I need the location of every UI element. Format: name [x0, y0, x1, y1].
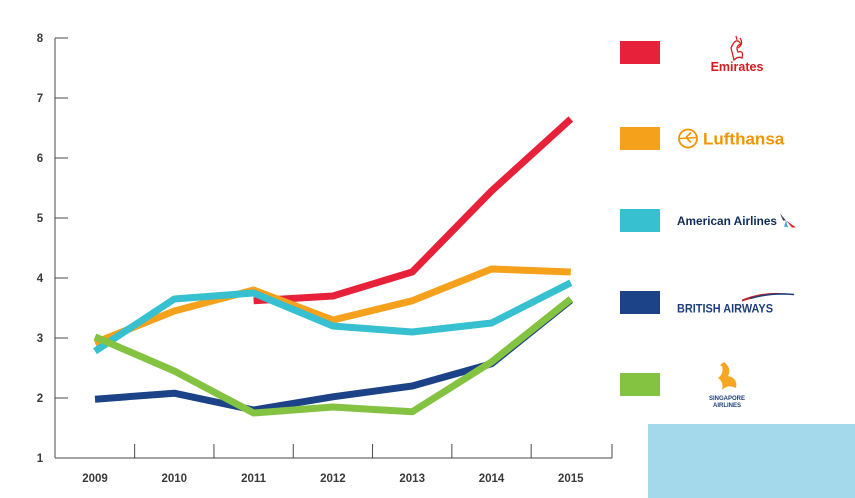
series-line-singapore-airlines — [93, 296, 573, 417]
x-tick-label: 2011 — [241, 473, 267, 485]
singapore-airlines-bird-icon — [718, 362, 737, 390]
x-tick-label: 2015 — [558, 473, 584, 485]
y-tick-label: 1 — [37, 453, 44, 465]
ba-speedmarque-blue-icon — [749, 293, 795, 300]
y-tick-label: 6 — [37, 153, 43, 165]
y-tick-label: 3 — [37, 333, 43, 345]
x-tick-label: 2013 — [399, 473, 425, 485]
lufthansa-ring-icon — [678, 128, 698, 149]
emirates-logo-icon — [730, 35, 744, 62]
lufthansa-crane-icon — [678, 128, 698, 149]
corner-decor-box — [648, 424, 855, 498]
series-line-american-airlines — [93, 279, 573, 355]
x-tick-label: 2012 — [320, 473, 346, 485]
x-tick-label: 2010 — [162, 473, 188, 485]
aa-symbol-red-icon — [786, 220, 796, 228]
legend-swatch-british-airways — [620, 291, 660, 314]
emirates-calligraphy-icon — [730, 40, 744, 62]
series-line-emirates — [253, 116, 574, 305]
legend-label-american-airlines: American Airlines — [677, 214, 777, 228]
legend-swatch-lufthansa — [620, 127, 660, 150]
emirates-calligraphy-detail-icon — [735, 35, 743, 49]
legend-label-singapore-airlines: SINGAPORE AIRLINES — [709, 396, 745, 409]
aa-symbol-part-icon — [780, 213, 786, 221]
legend-item-lufthansa: Lufthansa — [620, 127, 785, 150]
singapore-bird-shape-icon — [718, 362, 737, 390]
series-lines — [93, 116, 574, 417]
x-tick-label: 2009 — [82, 473, 108, 485]
legend-item-american-airlines: American Airlines — [620, 209, 796, 232]
american-airlines-flight-symbol-icon — [780, 213, 796, 228]
x-tick-label: 2014 — [479, 473, 505, 485]
legend-label-emirates: Emirates — [711, 60, 764, 74]
british-airways-speedmarque-icon — [742, 292, 795, 302]
aa-symbol-blue-icon — [784, 220, 788, 228]
legend-item-singapore-airlines: SINGAPORE AIRLINES — [620, 362, 745, 409]
y-tick-label: 7 — [37, 93, 43, 105]
legend-label-lufthansa: Lufthansa — [703, 130, 785, 149]
legend: Emirates Lufthansa American Airlines BRITIS… — [620, 35, 796, 409]
series-line-lufthansa — [93, 265, 571, 347]
legend-item-emirates: Emirates — [620, 35, 764, 74]
y-tick-label: 8 — [37, 33, 44, 45]
legend-item-british-airways: BRITISH AIRWAYS — [620, 291, 795, 316]
y-tick-label: 5 — [37, 213, 44, 225]
legend-swatch-emirates — [620, 41, 660, 64]
axes: 1 2 3 4 5 6 7 8 2009 2010 2011 2012 2013 2014 2015 — [37, 33, 613, 485]
y-tick-label: 2 — [37, 393, 43, 405]
y-tick-label: 4 — [37, 273, 44, 285]
legend-label-british-airways: BRITISH AIRWAYS — [677, 304, 773, 316]
legend-swatch-american-airlines — [620, 209, 660, 232]
lufthansa-crane-shape-icon — [679, 131, 697, 144]
legend-swatch-singapore-airlines — [620, 373, 660, 396]
